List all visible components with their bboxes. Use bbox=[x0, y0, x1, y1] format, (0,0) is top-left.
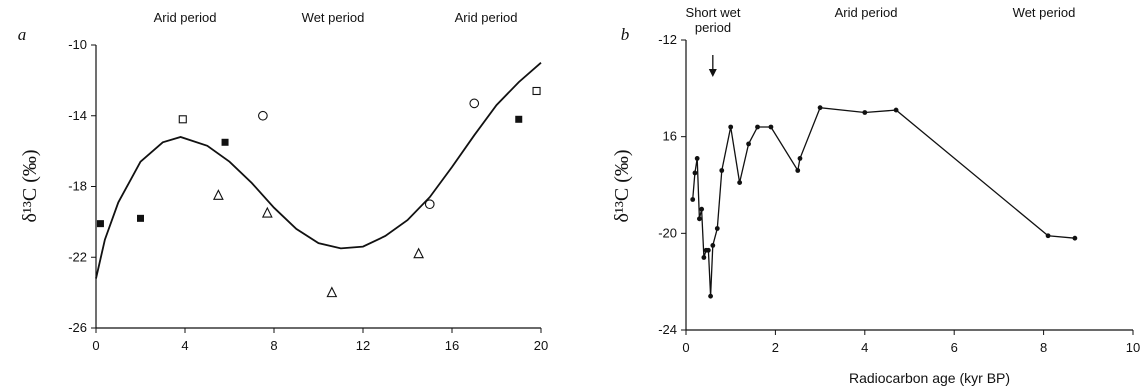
panel-a-scatter-chart: 0 4 8 12 16 20 -10 -14 -18 -22 -26 Arid period Wet p… bbox=[18, 10, 548, 353]
panel-b-data-point bbox=[1045, 233, 1051, 239]
panel-a-point-open-circle bbox=[469, 98, 480, 109]
panel-a-point-open-triangle bbox=[326, 286, 338, 298]
panel-b-period-label: Arid period bbox=[835, 5, 898, 20]
panel-b-x-tick-label: 6 bbox=[951, 340, 958, 355]
panel-a-y-tick-label: -22 bbox=[68, 249, 87, 264]
panel-a-point-open-triangle bbox=[261, 206, 273, 218]
panel-b-data-point bbox=[701, 255, 707, 260]
panel-a-y-axis-label: δ¹³C (‰) bbox=[19, 149, 41, 222]
panel-b-data-point bbox=[705, 247, 711, 253]
panel-a-y-tick-label: -10 bbox=[68, 37, 87, 52]
panel-a-point-open-square bbox=[178, 115, 187, 124]
panel-b-x-axis-label: Radiocarbon age (kyr BP) bbox=[849, 370, 1010, 386]
panel-b-x-tick-label: 0 bbox=[682, 340, 689, 355]
panel-b-data-point bbox=[797, 156, 803, 161]
panel-b-series-line bbox=[692, 107, 1075, 297]
panel-b-data-point bbox=[708, 293, 713, 299]
panel-b-data-point bbox=[710, 243, 716, 248]
panel-b-data-point bbox=[795, 168, 801, 173]
panel-b-data-point bbox=[862, 110, 868, 115]
panel-b-x-tick-label: 10 bbox=[1126, 340, 1140, 355]
panel-a-period-label: Arid period bbox=[154, 10, 217, 25]
panel-b-data-point bbox=[755, 124, 760, 130]
panel-b-data-point bbox=[719, 168, 725, 173]
panel-a-fitted-curve bbox=[95, 62, 542, 279]
panel-b-data-point bbox=[690, 197, 696, 202]
panel-b-y-tick-label: -12 bbox=[658, 32, 677, 47]
panel-b-y-tick-label: -20 bbox=[658, 225, 677, 240]
panel-a-x-tick-label: 16 bbox=[445, 338, 459, 353]
panel-b-y-tick-label: -24 bbox=[658, 322, 677, 337]
panel-b-data-point bbox=[893, 107, 899, 113]
panel-b-period-label: Wet period bbox=[1013, 5, 1076, 20]
panel-b-data-point bbox=[1072, 235, 1078, 241]
panel-b-data-point bbox=[714, 226, 720, 231]
panel-b-data-point bbox=[817, 105, 823, 111]
panel-a-y-tick-label: -14 bbox=[68, 108, 87, 123]
panel-b-letter: b bbox=[621, 25, 630, 44]
panel-b-data-point bbox=[692, 170, 698, 176]
panel-b-y-tick-label: 16 bbox=[663, 129, 677, 144]
panel-a-x-tick-label: 4 bbox=[181, 338, 188, 353]
panel-b-y-axis-label: δ¹³C (‰) bbox=[611, 149, 633, 222]
panel-a-point-open-triangle bbox=[413, 247, 425, 259]
panel-b-data-point bbox=[728, 124, 734, 130]
panel-a-period-label: Arid period bbox=[455, 10, 518, 25]
panel-a-x-tick-label: 20 bbox=[534, 338, 548, 353]
panel-a-letter: a bbox=[18, 25, 27, 44]
panel-a-x-tick-label: 0 bbox=[92, 338, 99, 353]
panel-a-point-open-circle bbox=[424, 199, 435, 210]
panel-b-x-tick-label: 4 bbox=[861, 340, 868, 355]
panel-a-x-tick-label: 12 bbox=[356, 338, 370, 353]
panel-a-point-filled-square bbox=[221, 138, 229, 146]
panel-b-data-point bbox=[768, 124, 774, 130]
panel-a-point-filled-square bbox=[137, 214, 144, 222]
panel-b-data-point bbox=[746, 141, 751, 147]
panel-a-point-filled-square bbox=[515, 115, 523, 123]
panel-b-line-chart: 0 2 4 6 8 10 -12 16 -20 -24 Radiocarbon age (kyr B… bbox=[611, 5, 1140, 386]
panel-a-point-open-triangle bbox=[212, 189, 224, 200]
panel-b-arrow-head bbox=[708, 69, 717, 77]
panel-b-x-tick-label: 2 bbox=[772, 340, 779, 355]
panel-a-y-tick-label: -18 bbox=[68, 179, 87, 194]
panel-a-point-filled-square bbox=[96, 220, 104, 228]
panel-b-data-point bbox=[699, 206, 705, 212]
panel-b-period-label: Short wet period bbox=[686, 5, 741, 35]
panel-a-y-tick-label: -26 bbox=[68, 320, 87, 335]
panel-a-period-label: Wet period bbox=[302, 10, 365, 25]
panel-b-x-tick-label: 8 bbox=[1040, 340, 1047, 355]
panel-a-point-open-circle bbox=[258, 110, 268, 121]
panel-a-x-tick-label: 8 bbox=[270, 338, 277, 353]
panel-b-data-point bbox=[737, 180, 743, 185]
panel-b-data-point bbox=[697, 216, 702, 222]
panel-a-point-open-square bbox=[532, 86, 541, 96]
panel-b-data-point bbox=[694, 156, 700, 161]
